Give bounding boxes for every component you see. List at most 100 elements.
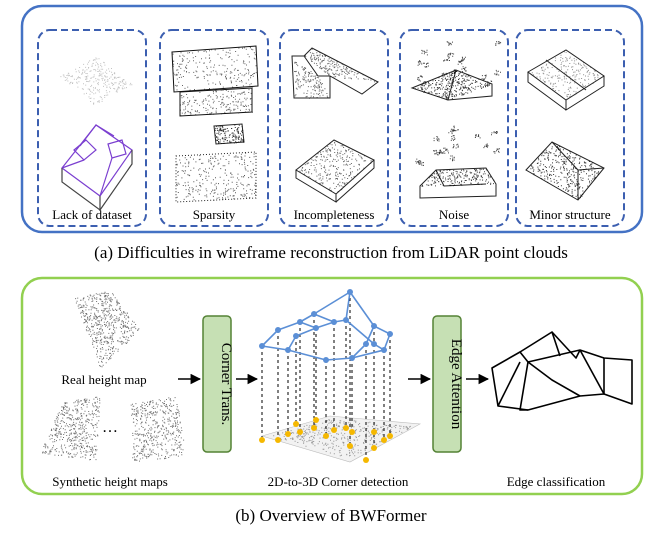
label-noise: Noise xyxy=(439,207,470,222)
point-path xyxy=(414,71,491,101)
point-cluster xyxy=(421,49,428,56)
point-cluster xyxy=(421,168,495,187)
corner-trans-box xyxy=(202,315,232,453)
label-incompleteness: Incompleteness xyxy=(294,207,375,222)
2d-corner xyxy=(285,431,291,437)
wire-edge xyxy=(313,313,335,323)
point-cluster xyxy=(481,74,487,81)
point-path xyxy=(421,168,495,187)
point-path xyxy=(457,59,464,65)
point-cluster xyxy=(459,56,466,62)
3d-corner xyxy=(323,357,329,363)
point-cluster xyxy=(487,80,493,86)
3d-corners xyxy=(259,289,393,363)
wire-edge xyxy=(325,357,353,361)
point-path xyxy=(419,80,427,86)
wire-edge xyxy=(313,291,351,315)
3d-wireframe-edges xyxy=(261,291,391,361)
flat-roof xyxy=(295,139,375,203)
point-cluster xyxy=(495,41,502,46)
point-cluster xyxy=(443,56,450,62)
3d-corner xyxy=(347,289,353,295)
point-cluster xyxy=(60,57,133,105)
final-wireframe xyxy=(491,331,633,411)
point-path xyxy=(451,69,457,74)
2d-corners xyxy=(259,417,393,463)
point-cluster xyxy=(493,148,500,154)
label-real-height-map: Real height map xyxy=(61,372,146,387)
point-path xyxy=(60,57,133,105)
point-cluster xyxy=(414,71,491,101)
label-corner-detection: 2D-to-3D Corner detection xyxy=(268,474,409,489)
faint-point-cloud xyxy=(60,57,133,105)
label-minor-structure: Minor structure xyxy=(529,207,610,222)
2d-corner xyxy=(363,457,369,463)
point-cluster xyxy=(418,160,424,166)
wire-edge xyxy=(277,321,301,331)
point-path xyxy=(441,72,448,77)
point-path xyxy=(448,128,455,135)
point-cluster xyxy=(172,46,258,91)
point-path xyxy=(130,397,185,462)
edge-attention-box xyxy=(432,315,462,453)
point-cluster xyxy=(419,80,427,86)
point-cluster xyxy=(448,128,455,135)
2d-corner xyxy=(331,427,337,433)
point-path xyxy=(294,61,329,99)
2d-corner xyxy=(323,433,329,439)
corner-trans-label: Corner Trans. xyxy=(218,343,234,426)
2d-corner xyxy=(347,443,353,449)
point-path xyxy=(415,158,422,164)
point-path xyxy=(417,60,424,66)
3d-corner xyxy=(285,347,291,353)
point-cluster xyxy=(474,134,481,139)
3d-corner xyxy=(313,325,319,331)
label-synthetic-height-maps: Synthetic height maps xyxy=(52,474,168,489)
2d-corner xyxy=(311,425,317,431)
point-cluster xyxy=(273,419,411,457)
label-lack-of-dataset: Lack of dataset xyxy=(52,207,132,222)
caption-b: (b) Overview of BWFormer xyxy=(235,506,427,525)
wire-edge xyxy=(261,329,279,347)
point-cluster xyxy=(450,135,456,141)
point-cluster xyxy=(294,61,329,99)
point-cluster xyxy=(494,69,501,76)
point-cluster xyxy=(447,52,455,58)
3d-corner xyxy=(259,343,265,349)
edge-attention-label: Edge Attention xyxy=(448,339,464,430)
ellipsis: … xyxy=(102,419,118,436)
wire-edge xyxy=(295,327,317,337)
wire-edge xyxy=(349,291,375,327)
point-path xyxy=(461,66,467,73)
point-cluster xyxy=(452,143,459,149)
point-cluster xyxy=(457,59,464,65)
point-cluster xyxy=(441,72,448,77)
wire-edge xyxy=(315,321,335,329)
wire-edge xyxy=(345,291,351,321)
point-path xyxy=(214,124,245,144)
wire-edge xyxy=(345,319,375,345)
2d-corner xyxy=(387,433,393,439)
point-path xyxy=(450,135,456,141)
ground-plane-points xyxy=(273,419,411,457)
3d-corner xyxy=(331,319,337,325)
label-edge-classification: Edge classification xyxy=(507,474,606,489)
point-cluster xyxy=(415,158,422,164)
panel-b-border xyxy=(20,276,644,496)
subbox-minor-structure xyxy=(515,29,625,227)
point-path xyxy=(443,56,450,62)
point-cluster xyxy=(461,66,467,73)
3d-corner xyxy=(349,355,355,361)
point-path xyxy=(487,80,493,86)
point-path xyxy=(75,291,140,368)
noisy-roof-bottom xyxy=(419,167,497,199)
gable-roof-top xyxy=(527,49,605,111)
point-cluster xyxy=(452,125,459,132)
panel-a-border xyxy=(20,4,644,234)
point-path xyxy=(180,89,253,117)
point-path xyxy=(495,41,502,46)
point-path xyxy=(439,149,446,154)
3d-corner xyxy=(311,311,317,317)
subbox-noise xyxy=(399,29,509,227)
point-cluster xyxy=(531,51,599,100)
